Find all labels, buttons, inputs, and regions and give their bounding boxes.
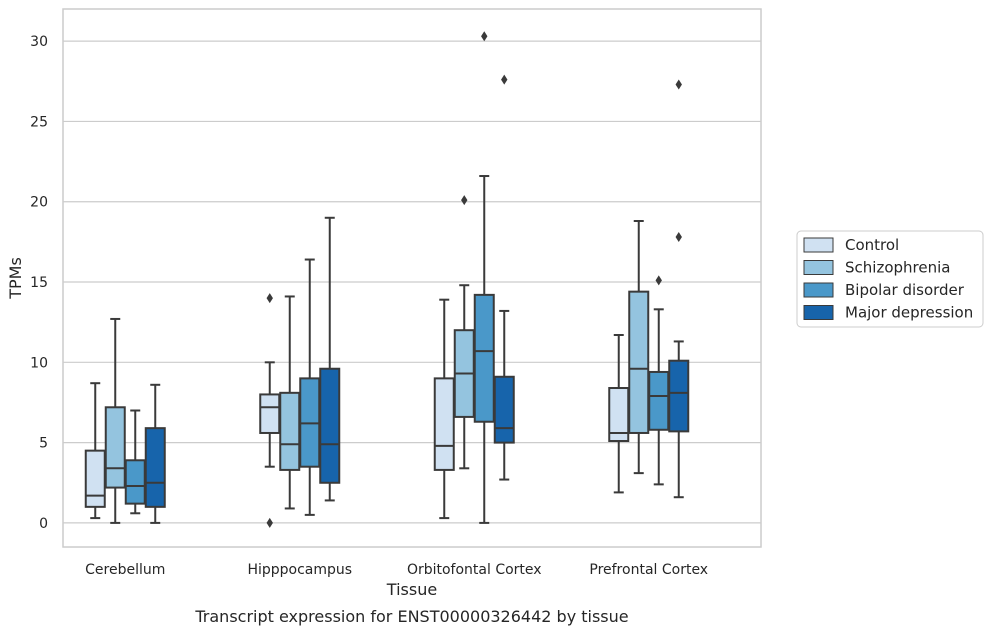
legend-label: Schizophrenia — [845, 259, 950, 277]
box — [628, 290, 650, 434]
outlier-point — [675, 232, 682, 243]
outlier-point — [461, 195, 468, 206]
box-group — [668, 79, 690, 499]
box — [668, 359, 690, 433]
y-tick-label: 5 — [39, 436, 48, 452]
outlier-point — [481, 31, 488, 42]
legend: Control Schizophrenia Bipolar disorder Majo… — [796, 230, 984, 328]
outlier-point — [675, 79, 682, 90]
box-group — [608, 334, 630, 494]
box — [259, 393, 281, 434]
box — [648, 370, 670, 431]
box — [104, 406, 126, 489]
y-tick-label: 0 — [39, 516, 48, 532]
box — [493, 375, 515, 444]
legend-swatch — [803, 282, 834, 298]
box-group — [319, 216, 341, 502]
box-group — [144, 383, 166, 524]
x-tick-label: Prefrontal Cortex — [589, 562, 708, 578]
box-group — [84, 382, 106, 520]
box-group — [433, 298, 455, 520]
y-tick-label: 20 — [30, 195, 48, 211]
x-tick-label: Orbitofontal Cortex — [407, 562, 542, 578]
box-group — [628, 219, 650, 475]
box-group — [124, 409, 146, 515]
box-group — [648, 275, 670, 486]
legend-label: Control — [845, 236, 899, 254]
x-tick-label: Hipppocampus — [247, 562, 352, 578]
y-tick-label: 30 — [30, 34, 48, 50]
y-axis-ticks: 0 5 10 15 20 25 30 — [30, 34, 48, 532]
box-group — [299, 258, 321, 516]
gridlines — [63, 40, 761, 524]
legend-swatch — [803, 237, 834, 253]
plot-area-frame — [62, 8, 762, 548]
box-group — [259, 293, 281, 528]
boxes — [84, 31, 690, 528]
box — [279, 391, 301, 471]
chart-caption: Transcript expression for ENST0000032644… — [194, 607, 628, 626]
legend-label: Bipolar disorder — [845, 281, 965, 299]
y-axis-label: TPMs — [6, 257, 25, 300]
legend-frame — [796, 230, 984, 328]
outlier-point — [266, 517, 273, 528]
x-axis-label: Tissue — [386, 580, 437, 599]
box-group — [279, 295, 301, 510]
outlier-point — [655, 275, 662, 286]
box — [319, 367, 341, 484]
outlier-point — [501, 74, 508, 85]
box — [124, 459, 146, 505]
box — [84, 449, 106, 508]
box — [144, 427, 166, 508]
legend-swatch — [803, 260, 834, 275]
x-tick-label: Cerebellum — [85, 562, 165, 578]
x-axis-ticks: Cerebellum Hipppocampus Orbitofontal Corte… — [85, 562, 708, 578]
legend-label: Major depression — [845, 304, 973, 322]
y-tick-label: 25 — [30, 114, 48, 130]
box — [433, 377, 455, 471]
legend-swatch — [803, 305, 834, 320]
legend-items: Control Schizophrenia Bipolar disorder Majo… — [803, 236, 973, 322]
outlier-point — [266, 293, 273, 304]
y-tick-label: 15 — [30, 275, 48, 291]
y-tick-label: 10 — [30, 355, 48, 371]
box-group — [453, 195, 475, 470]
box-group — [493, 74, 515, 481]
box-group — [104, 317, 126, 524]
box — [473, 293, 495, 423]
box-group — [473, 31, 495, 524]
